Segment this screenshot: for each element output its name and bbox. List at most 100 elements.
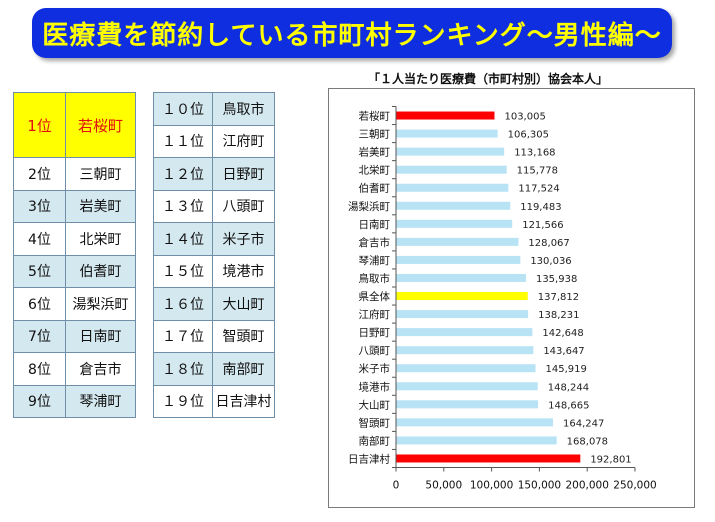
town-cell: 江府町 — [212, 124, 275, 158]
title-banner: 医療費を節約している市町村ランキング〜男性編〜 — [32, 8, 672, 58]
town-cell: 北栄町 — [65, 222, 136, 256]
town-cell: 八頭町 — [212, 189, 275, 223]
bar — [396, 219, 513, 228]
ranking-row: １４位 米子市 — [153, 222, 275, 256]
town-cell: 境港市 — [212, 254, 275, 288]
category-label: 北栄町 — [359, 164, 391, 177]
town-cell: 琴浦町 — [65, 384, 136, 418]
category-label: 八頭町 — [359, 345, 391, 357]
bar — [396, 129, 498, 138]
rank-cell: １３位 — [153, 189, 213, 223]
ranking-table-left: 1位 若桜町 2位 三朝町 3位 岩美町 4位 北栄町 5位 伯耆町 6位 湯梨浜町 7位 日南町 8位 倉吉… — [13, 92, 136, 418]
ranking-row: １９位 日吉津村 — [153, 384, 275, 418]
data-label: 135,938 — [536, 274, 577, 285]
ranking-row: １７位 智頭町 — [153, 319, 275, 353]
bar — [396, 400, 539, 409]
category-label: 倉吉市 — [359, 236, 391, 249]
category-label: 岩美町 — [359, 146, 391, 159]
ranking-row: １８位 南部町 — [153, 352, 275, 386]
rank-cell: 7位 — [13, 319, 66, 353]
town-cell: 日野町 — [212, 157, 275, 191]
chart-title: 「１人当たり医療費（市町村別）協会本人」 — [368, 72, 609, 86]
rank-cell: １０位 — [153, 92, 213, 126]
bar — [396, 418, 554, 427]
bar — [396, 237, 519, 246]
category-label: 鳥取市 — [359, 272, 391, 285]
rank-cell: １８位 — [153, 352, 213, 386]
ranking-row: 8位 倉吉市 — [13, 352, 136, 386]
x-tick-label: 200,000 — [565, 480, 608, 492]
ranking-row: １０位 鳥取市 — [153, 92, 275, 126]
town-cell: 大山町 — [212, 287, 275, 321]
ranking-row: 2位 三朝町 — [13, 157, 136, 191]
rank-cell: １１位 — [153, 124, 213, 158]
ranking-row: １６位 大山町 — [153, 287, 275, 321]
town-cell: 鳥取市 — [212, 92, 275, 126]
data-label: 115,778 — [517, 166, 558, 177]
x-tick-label: 0 — [393, 480, 400, 492]
bar — [396, 364, 536, 373]
rank-cell: 9位 — [13, 384, 66, 418]
bar — [396, 454, 581, 463]
rank-cell: １４位 — [153, 222, 213, 256]
data-label: 138,231 — [538, 310, 579, 321]
rank-cell: 8位 — [13, 352, 66, 386]
ranking-row: 6位 湯梨浜町 — [13, 287, 136, 321]
ranking-row: １３位 八頭町 — [153, 189, 275, 223]
data-label: 103,005 — [504, 112, 545, 123]
ranking-row: 7位 日南町 — [13, 319, 136, 353]
town-cell: 倉吉市 — [65, 352, 136, 386]
data-label: 143,647 — [543, 346, 584, 357]
bar — [396, 255, 521, 264]
rank-cell: 5位 — [13, 254, 66, 288]
x-tick-label: 50,000 — [425, 480, 462, 492]
category-label: 湯梨浜町 — [348, 200, 390, 213]
data-label: 148,665 — [548, 400, 589, 411]
rank-cell: １９位 — [153, 384, 213, 418]
bar — [396, 328, 533, 337]
bar — [396, 292, 528, 301]
rank-cell: １２位 — [153, 157, 213, 191]
data-label: 117,524 — [518, 184, 559, 195]
ranking-row: 1位 若桜町 — [13, 92, 136, 158]
data-label: 128,067 — [528, 238, 569, 249]
rank-cell: １５位 — [153, 254, 213, 288]
category-label: 若桜町 — [359, 110, 391, 123]
category-label: 三朝町 — [359, 129, 391, 141]
data-label: 168,078 — [567, 436, 608, 447]
town-cell: 湯梨浜町 — [65, 287, 136, 321]
ranking-table-right: １０位 鳥取市 １１位 江府町 １２位 日野町 １３位 八頭町 １４位 米子市 １５位 境港市 １６位大… — [153, 92, 275, 418]
data-label: 142,648 — [542, 328, 583, 339]
data-label: 164,247 — [563, 418, 604, 429]
town-cell: 伯耆町 — [65, 254, 136, 288]
data-label: 137,812 — [538, 292, 579, 303]
bar — [396, 147, 505, 156]
category-label: 大山町 — [359, 398, 391, 411]
data-label: 145,919 — [545, 364, 586, 375]
ranking-row: 3位 岩美町 — [13, 189, 136, 223]
x-tick-label: 150,000 — [518, 480, 561, 492]
category-label: 江府町 — [359, 308, 391, 321]
town-cell: 智頭町 — [212, 319, 275, 353]
bar — [396, 183, 509, 192]
category-label: 日野町 — [359, 327, 391, 339]
bar — [396, 382, 538, 391]
rank-cell: １６位 — [153, 287, 213, 321]
town-cell: 米子市 — [212, 222, 275, 256]
category-label: 県全体 — [359, 290, 391, 303]
rank-cell: １７位 — [153, 319, 213, 353]
data-label: 121,566 — [522, 220, 563, 231]
rank-cell: 6位 — [13, 287, 66, 321]
town-cell: 三朝町 — [65, 157, 136, 191]
x-tick-label: 100,000 — [470, 480, 513, 492]
data-label: 113,168 — [514, 148, 555, 159]
bar — [396, 310, 529, 319]
bar — [396, 201, 511, 210]
data-label: 130,036 — [530, 256, 571, 267]
ranking-row: 4位 北栄町 — [13, 222, 136, 256]
category-label: 智頭町 — [359, 416, 391, 429]
town-cell: 岩美町 — [65, 189, 136, 223]
ranking-row: １５位 境港市 — [153, 254, 275, 288]
chart-frame: 若桜町 103,005 三朝町 106,305 岩美町 113,168 北栄町 115,778… — [328, 88, 695, 508]
ranking-row: 9位 琴浦町 — [13, 384, 136, 418]
